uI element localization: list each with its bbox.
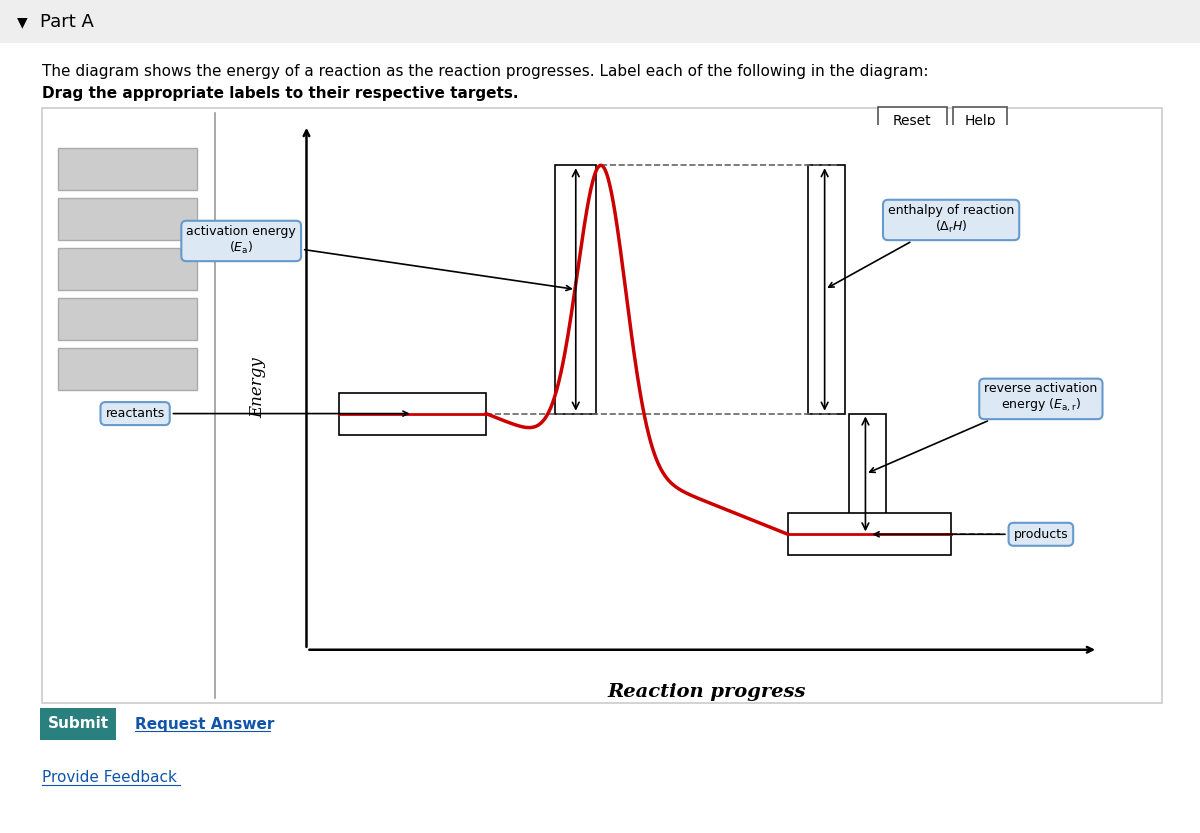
FancyBboxPatch shape [340, 392, 486, 435]
FancyBboxPatch shape [0, 0, 1200, 43]
FancyBboxPatch shape [58, 248, 197, 290]
Text: ▼: ▼ [17, 15, 28, 29]
FancyBboxPatch shape [58, 198, 197, 240]
Text: enthalpy of reaction
$(\Delta_\mathrm{r}H)$: enthalpy of reaction $(\Delta_\mathrm{r}… [829, 203, 1014, 287]
Text: products: products [874, 528, 1068, 541]
Text: The diagram shows the energy of a reaction as the reaction progresses. Label eac: The diagram shows the energy of a reacti… [42, 63, 929, 78]
Text: Reset: Reset [893, 114, 931, 128]
Text: Help: Help [964, 114, 996, 128]
FancyBboxPatch shape [58, 298, 197, 340]
Text: Part A: Part A [40, 13, 94, 31]
Text: Provide Feedback: Provide Feedback [42, 771, 176, 786]
FancyBboxPatch shape [58, 148, 197, 190]
FancyBboxPatch shape [953, 107, 1007, 135]
FancyBboxPatch shape [878, 107, 947, 135]
Text: Energy: Energy [250, 357, 266, 417]
Text: Drag the appropriate labels to their respective targets.: Drag the appropriate labels to their res… [42, 86, 518, 101]
Text: Submit: Submit [48, 716, 108, 731]
FancyBboxPatch shape [42, 108, 1162, 703]
FancyBboxPatch shape [40, 708, 116, 740]
Text: reverse activation
energy $(E_{\mathrm{a,r}})$: reverse activation energy $(E_{\mathrm{a… [870, 382, 1098, 472]
Text: activation energy
$(E_\mathrm{a})$: activation energy $(E_\mathrm{a})$ [186, 225, 571, 291]
FancyBboxPatch shape [788, 513, 952, 556]
Text: Request Answer: Request Answer [134, 716, 275, 731]
Text: Reaction progress: Reaction progress [607, 683, 805, 701]
Text: reactants: reactants [106, 407, 408, 420]
FancyBboxPatch shape [58, 348, 197, 390]
